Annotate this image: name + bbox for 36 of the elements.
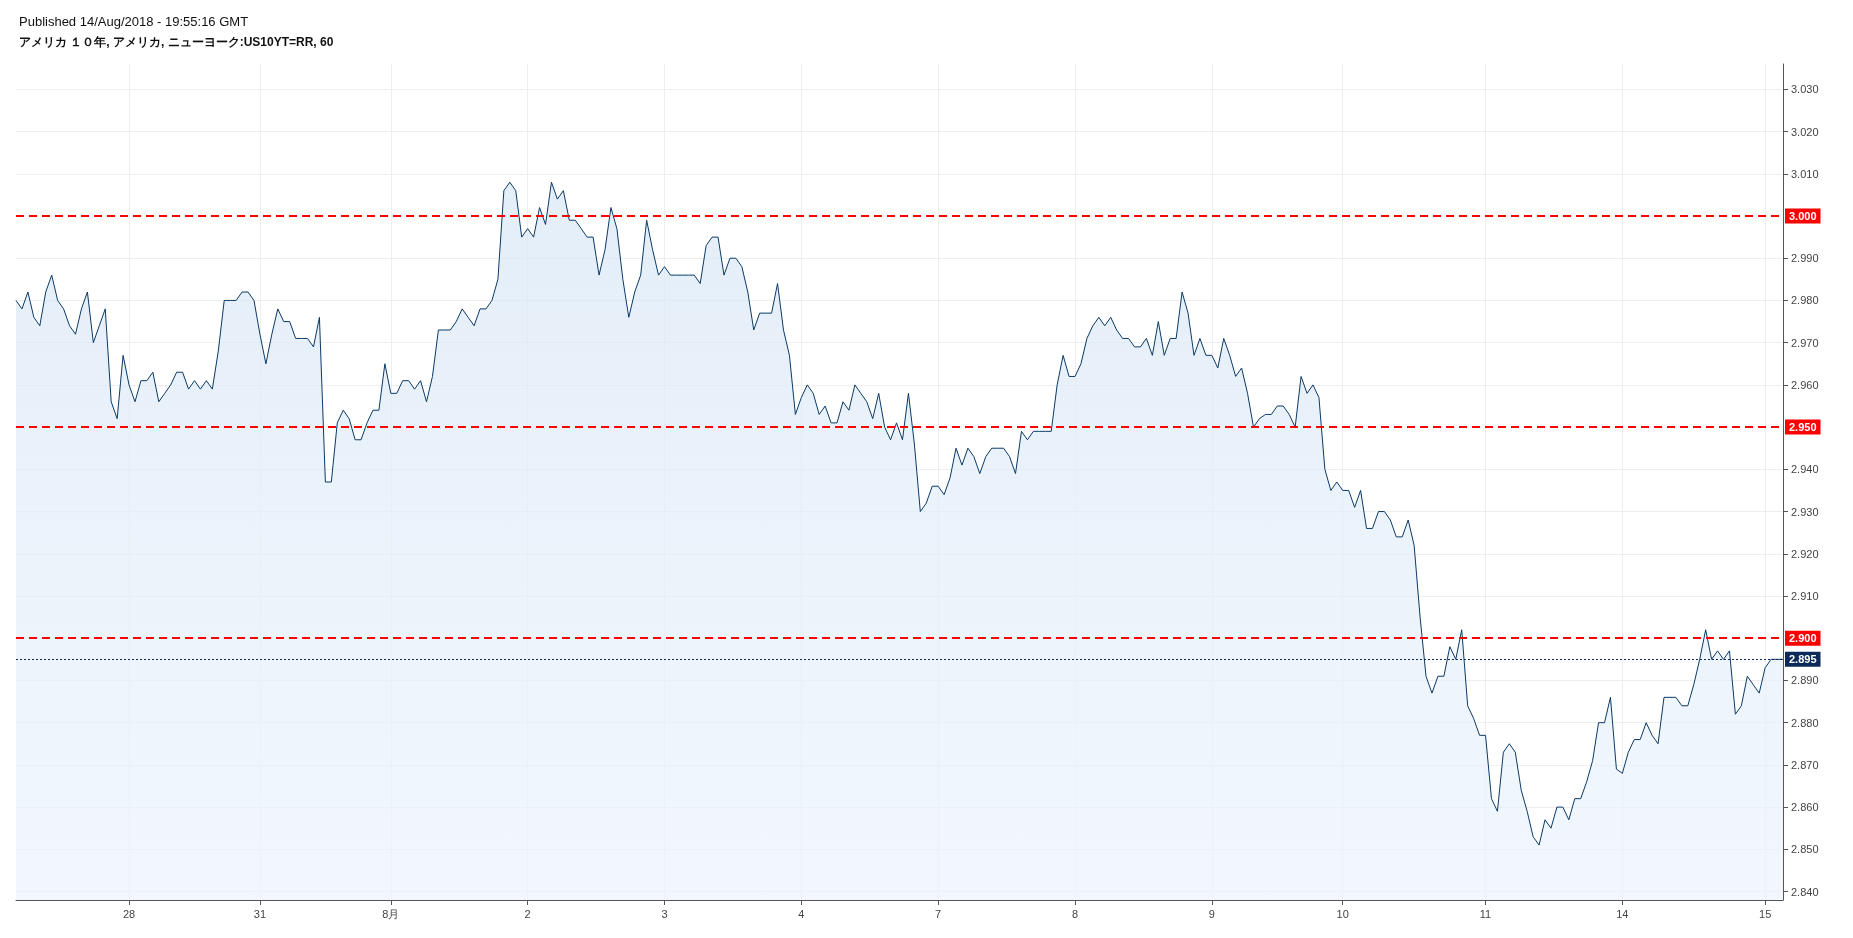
y-tick-label: 3.010 bbox=[1791, 167, 1819, 180]
ref-line-label: 3.000 bbox=[1789, 210, 1817, 222]
y-tick-label: 2.860 bbox=[1791, 801, 1819, 814]
y-tick-label: 2.880 bbox=[1791, 716, 1819, 729]
y-tick-label: 2.910 bbox=[1791, 590, 1819, 602]
y-tick-label: 2.920 bbox=[1791, 547, 1819, 560]
y-tick-label: 2.890 bbox=[1791, 674, 1819, 687]
y-tick-label: 2.960 bbox=[1791, 378, 1819, 391]
x-tick-label: 7 bbox=[935, 907, 942, 920]
x-tick-label: 14 bbox=[1616, 907, 1629, 920]
y-tick-label: 2.990 bbox=[1791, 252, 1819, 265]
x-tick-label: 28 bbox=[122, 907, 136, 920]
x-tick-label: 3 bbox=[661, 907, 668, 920]
x-tick-label: 9 bbox=[1208, 907, 1215, 920]
y-tick-label: 2.930 bbox=[1791, 505, 1819, 518]
y-tick-label: 2.940 bbox=[1791, 463, 1819, 476]
y-tick-label: 2.970 bbox=[1791, 336, 1819, 349]
y-tick-label: 2.980 bbox=[1791, 294, 1819, 307]
y-tick-label: 2.870 bbox=[1791, 758, 1819, 771]
y-tick-label: 3.020 bbox=[1791, 125, 1819, 138]
x-tick-label: 15 bbox=[1759, 907, 1772, 920]
chart-subtitle: アメリカ １０年, アメリカ, ニューヨーク:US10YT=RR, 60 bbox=[19, 35, 334, 49]
ref-line-label: 2.895 bbox=[1789, 653, 1817, 666]
x-tick-label: 2 bbox=[524, 907, 531, 920]
chart-title: Published 14/Aug/2018 - 19:55:16 GMT bbox=[19, 14, 249, 29]
x-tick-label: 31 bbox=[253, 907, 267, 920]
ref-line-label: 2.950 bbox=[1789, 421, 1817, 434]
x-tick-label: 10 bbox=[1336, 907, 1349, 920]
x-tick-label: 8月 bbox=[382, 907, 400, 920]
x-tick-label: 11 bbox=[1479, 907, 1492, 920]
y-tick-label: 2.840 bbox=[1791, 885, 1819, 898]
x-tick-label: 4 bbox=[798, 907, 805, 920]
x-tick-label: 8 bbox=[1071, 907, 1079, 920]
ref-line-label: 2.900 bbox=[1789, 632, 1817, 645]
y-tick-label: 3.030 bbox=[1791, 83, 1819, 96]
y-tick-label: 2.850 bbox=[1791, 843, 1819, 856]
